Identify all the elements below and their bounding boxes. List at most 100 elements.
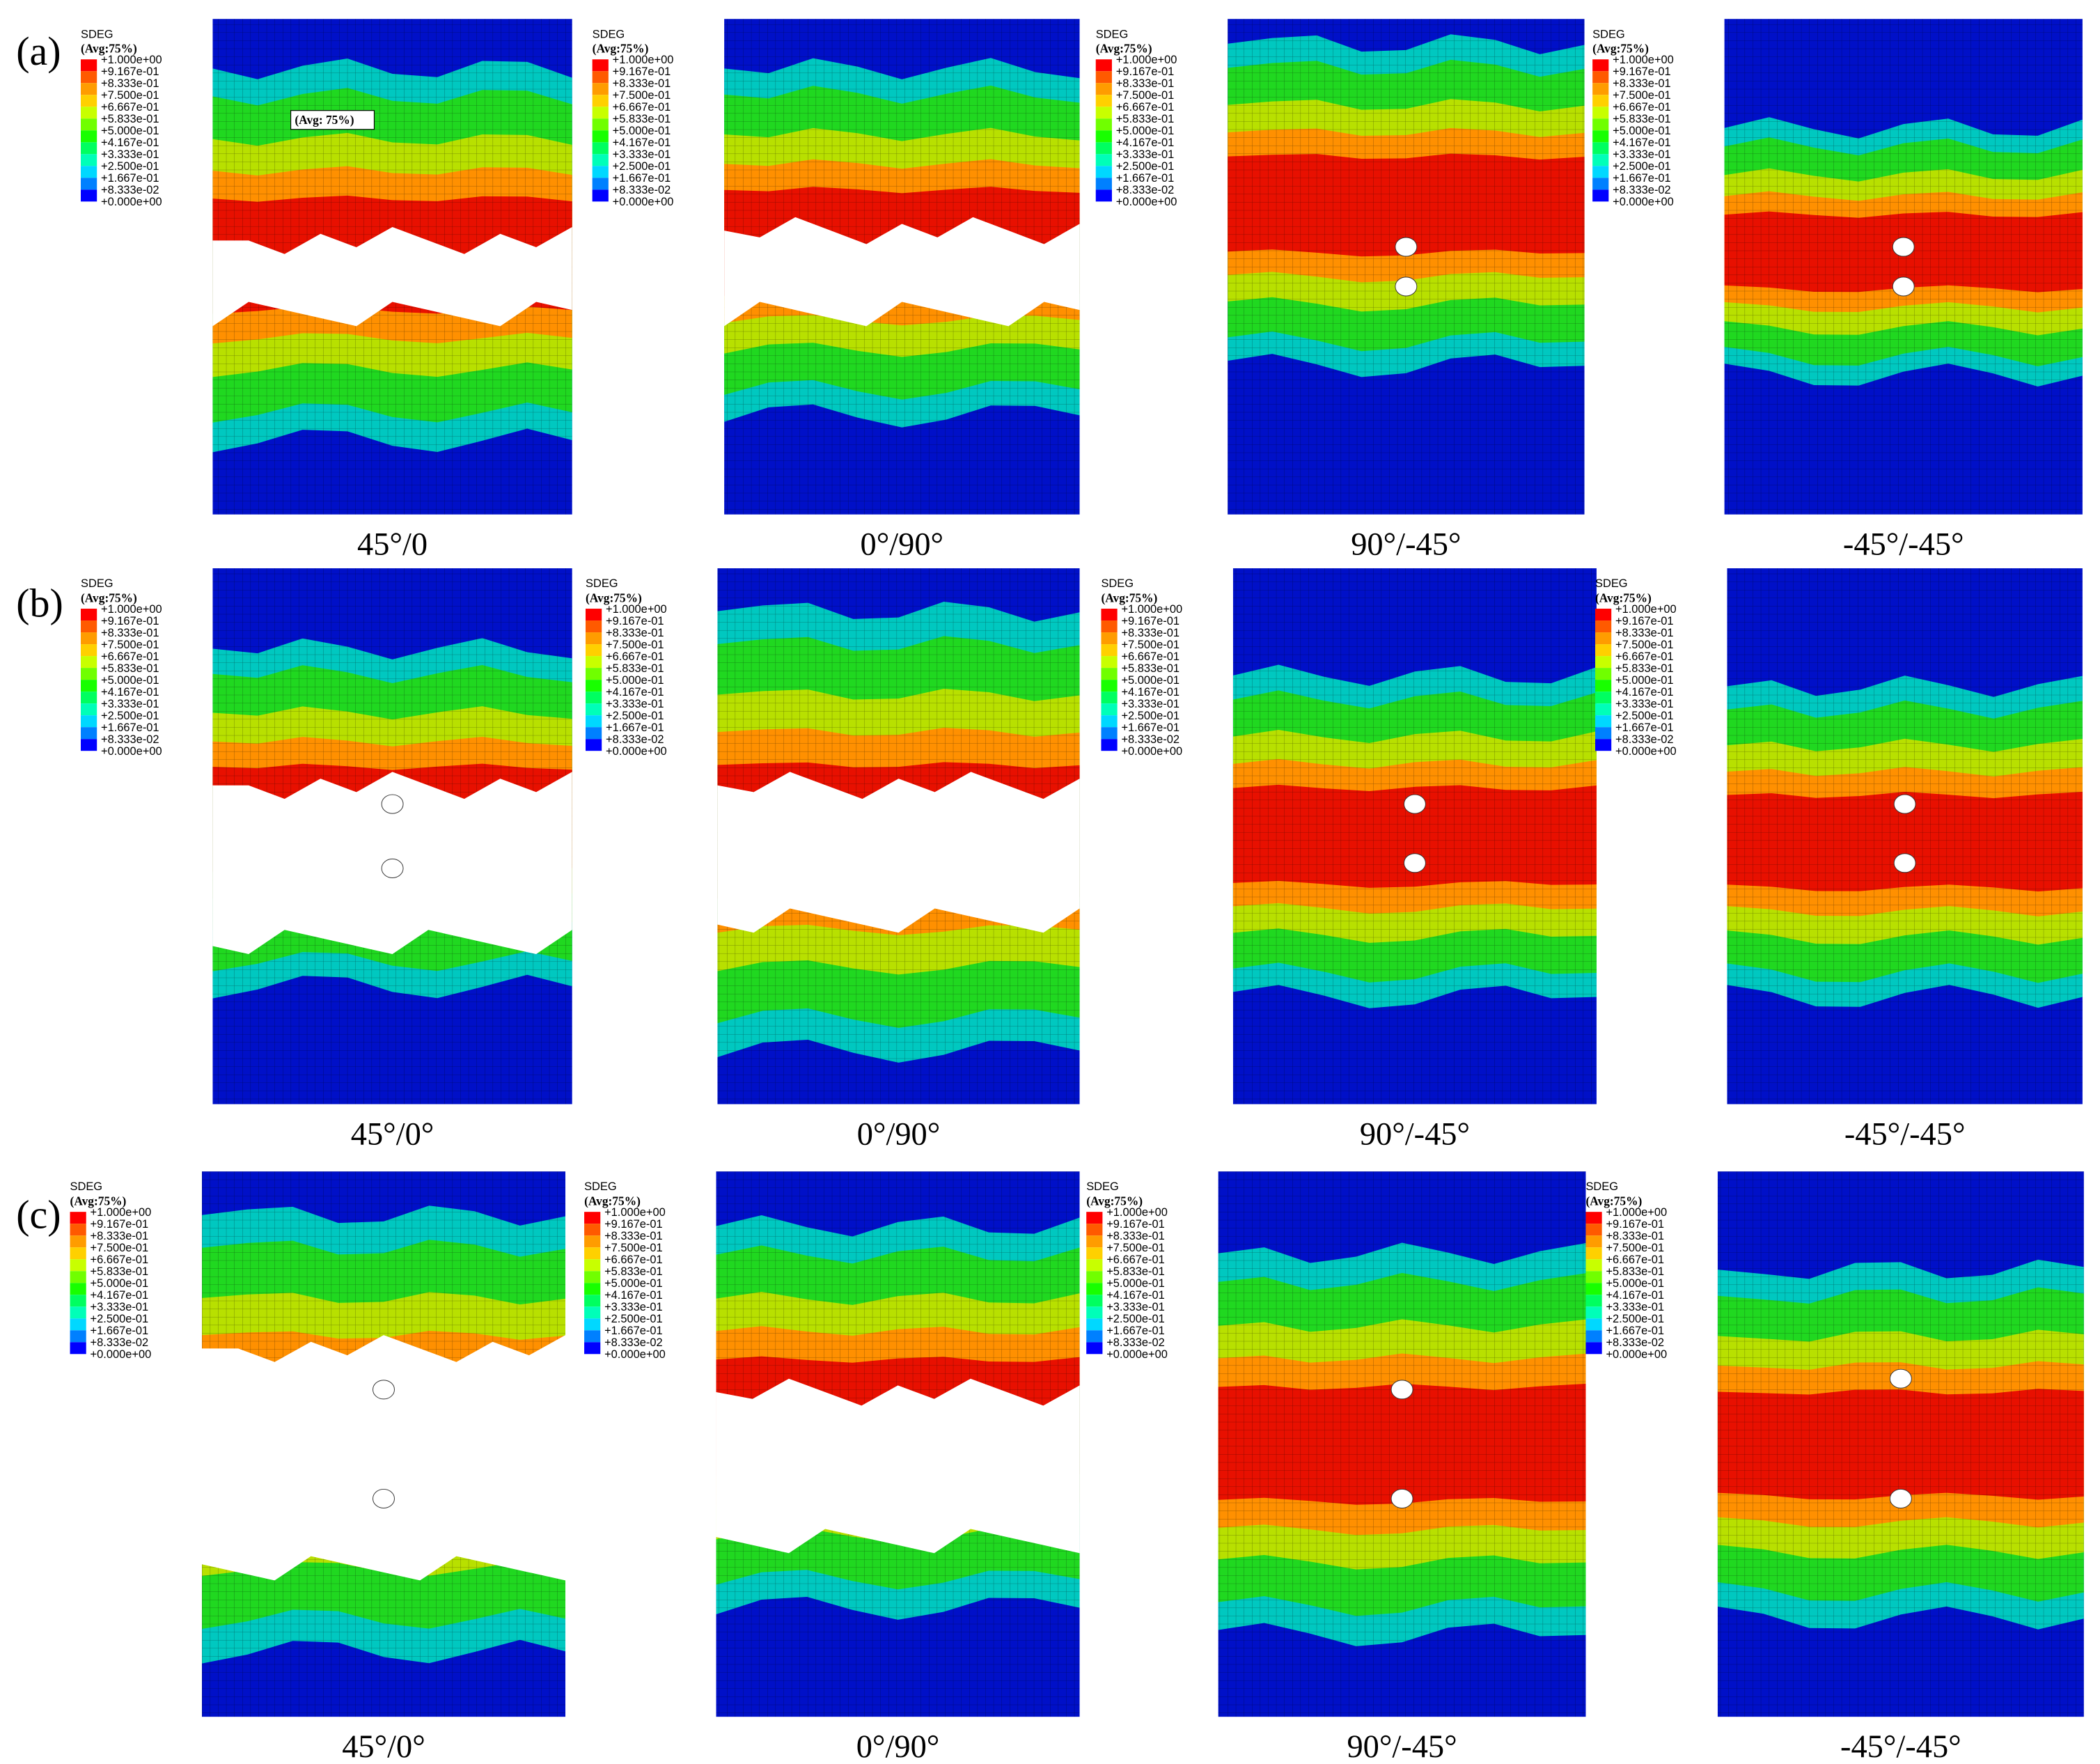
legend-swatch: [70, 1318, 86, 1331]
legend-label: +8.333e-01: [101, 627, 159, 639]
legend-swatch: [81, 632, 97, 645]
legend-label: +6.667e-01: [604, 1254, 663, 1266]
legend-swatch: [70, 1342, 86, 1355]
legend-label: +6.667e-01: [1615, 650, 1674, 663]
legend-label: +4.167e-01: [613, 136, 671, 149]
bolt-hole: [1390, 1380, 1413, 1400]
legend-label: +1.667e-01: [1106, 1325, 1165, 1337]
contour-plot: [717, 568, 1080, 1105]
legend-swatch: [81, 130, 97, 143]
bolt-hole: [1390, 1488, 1413, 1508]
legend-swatch: [1595, 632, 1612, 645]
legend-swatch: [1095, 83, 1112, 95]
legend-label: +1.667e-01: [1613, 172, 1671, 185]
legend-subtitle: (Avg:75%): [1585, 1194, 1642, 1208]
legend-label: +3.333e-01: [1116, 148, 1175, 161]
contour-plot: [212, 568, 572, 1105]
legend-label: +9.167e-01: [606, 615, 664, 627]
legend-swatch: [1095, 154, 1112, 166]
legend-label: +5.000e-01: [604, 1277, 663, 1290]
legend-label: +7.500e-01: [606, 639, 664, 651]
caption: -45°/-45°: [1840, 1729, 1961, 1764]
contour-plot: [1717, 1171, 2084, 1717]
mesh: [1218, 1171, 1586, 1717]
legend-swatch: [1595, 668, 1612, 680]
failed-region: [202, 1335, 565, 1581]
legend-swatch: [1101, 609, 1118, 621]
row-label: (c): [16, 1192, 61, 1237]
failed-region: [212, 227, 572, 327]
bolt-hole: [1889, 1488, 1912, 1508]
legend-swatch: [586, 715, 602, 728]
legend-swatch: [592, 178, 609, 190]
legend-swatch: [1585, 1330, 1602, 1343]
legend-swatch: [1595, 656, 1612, 669]
legend-label: +8.333e-02: [1615, 733, 1674, 746]
legend-swatch: [70, 1330, 86, 1343]
legend-swatch: [1101, 644, 1118, 657]
bolt-hole: [1403, 794, 1426, 814]
legend-swatch: [81, 118, 97, 131]
legend-label: +1.000e+00: [606, 603, 667, 616]
failed-region: [724, 217, 1080, 327]
legend-label: +8.333e-02: [101, 733, 159, 746]
legend-label: +5.000e-01: [1613, 125, 1671, 137]
legend-label: +8.333e-01: [1615, 627, 1674, 639]
caption: -45°/-45°: [1844, 1117, 1966, 1153]
failed-region: [716, 1378, 1080, 1554]
legend-label: +8.333e-01: [1116, 77, 1175, 90]
legend-swatch: [81, 668, 97, 680]
legend-swatch: [81, 739, 97, 751]
legend-label: +5.833e-01: [1121, 662, 1180, 675]
bolt-hole: [1395, 276, 1418, 297]
bolt-hole: [1892, 237, 1915, 257]
legend-subtitle: (Avg:75%): [1595, 591, 1652, 604]
legend-swatch: [1101, 668, 1118, 680]
legend-label: +6.667e-01: [1121, 650, 1180, 663]
legend-label: +2.500e-01: [1121, 710, 1180, 722]
legend-swatch: [1095, 71, 1112, 84]
legend-label: +9.167e-01: [1613, 65, 1671, 78]
legend-swatch: [584, 1330, 601, 1343]
legend-label: +7.500e-01: [1613, 89, 1671, 102]
legend-label: +8.333e-01: [1613, 77, 1671, 90]
legend-swatch: [586, 620, 602, 633]
legend-label: +9.167e-01: [101, 615, 159, 627]
legend-label: +6.667e-01: [101, 101, 159, 114]
legend-label: +0.000e+00: [1615, 745, 1677, 758]
legend-label: +5.000e-01: [1121, 674, 1180, 687]
legend-swatch: [586, 668, 602, 680]
legend-label: +2.500e-01: [604, 1313, 663, 1325]
legend-label: +8.333e-02: [606, 733, 664, 746]
legend-label: +4.167e-01: [1615, 686, 1674, 698]
legend-swatch: [1592, 142, 1609, 155]
bolt-hole: [1395, 237, 1418, 257]
annotation-box: [290, 110, 375, 130]
mesh: [1228, 19, 1585, 515]
legend-label: +9.167e-01: [1106, 1218, 1165, 1231]
legend-label: +3.333e-01: [91, 1301, 149, 1313]
legend-subtitle: (Avg:75%): [1096, 42, 1152, 56]
legend-title: SDEG: [1086, 1180, 1119, 1193]
legend-label: +4.167e-01: [1106, 1289, 1165, 1302]
bolt-hole: [373, 1380, 395, 1400]
bolt-hole: [1889, 1368, 1912, 1389]
bolt-hole: [381, 858, 404, 878]
legend-swatch: [1595, 620, 1612, 633]
legend-swatch: [586, 692, 602, 704]
legend-label: +2.500e-01: [613, 160, 671, 173]
legend-label: +1.000e+00: [1606, 1206, 1667, 1219]
legend-label: +8.333e-02: [91, 1336, 149, 1349]
legend-label: +8.333e-02: [1121, 733, 1180, 746]
legend-label: +0.000e+00: [613, 196, 674, 208]
legend-swatch: [1592, 118, 1609, 131]
legend-label: +2.500e-01: [1116, 160, 1175, 173]
legend-label: +7.500e-01: [1606, 1242, 1664, 1254]
legend-swatch: [1086, 1271, 1103, 1283]
legend-swatch: [70, 1224, 86, 1236]
legend-swatch: [1095, 107, 1112, 119]
legend-swatch: [1595, 703, 1612, 716]
legend-swatch: [1086, 1295, 1103, 1307]
legend-label: +5.000e-01: [1106, 1277, 1165, 1290]
legend-swatch: [586, 609, 602, 621]
